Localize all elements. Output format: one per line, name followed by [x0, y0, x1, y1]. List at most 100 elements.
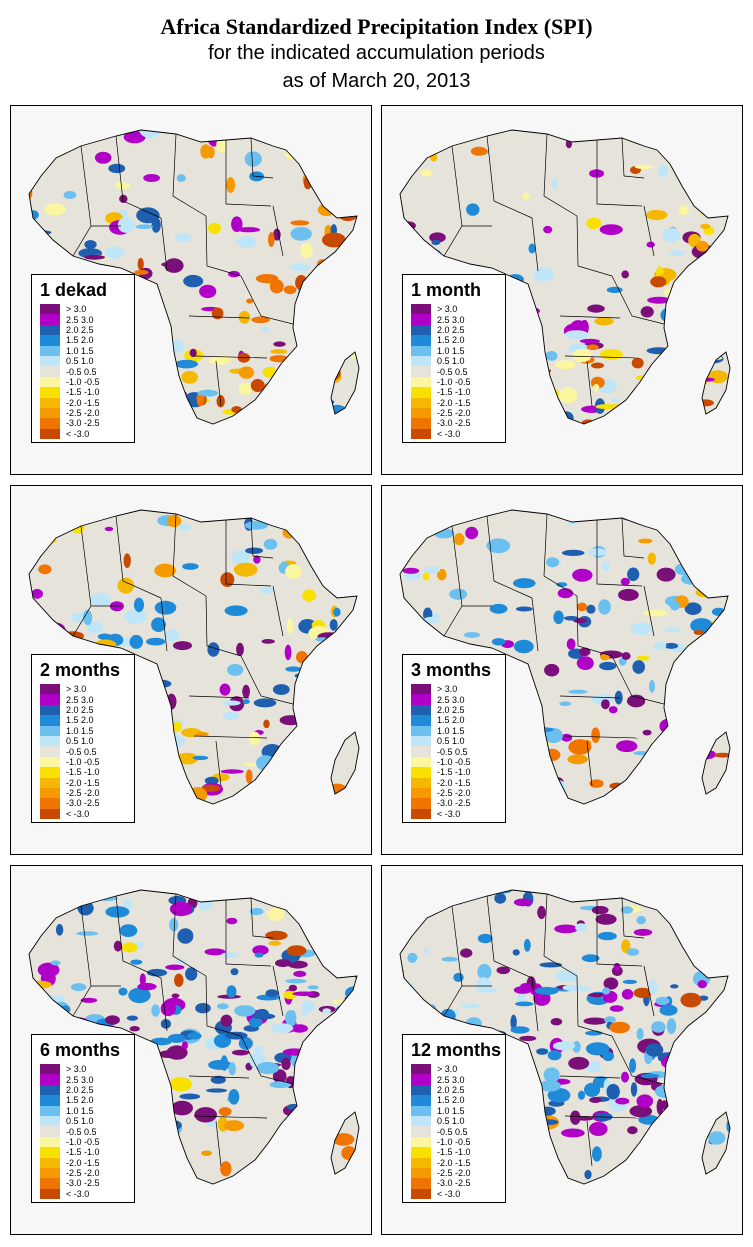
spi-anomaly-patch	[598, 1177, 615, 1184]
spi-anomaly-patch	[290, 227, 312, 241]
legend-row: -3.0 -2.5	[411, 798, 501, 809]
spi-anomaly-patch	[265, 989, 279, 998]
legend-swatch	[40, 1064, 60, 1075]
legend-swatch	[40, 1105, 60, 1116]
spi-anomaly-patch	[555, 970, 579, 983]
legend-swatch	[40, 1084, 60, 1096]
spi-anomaly-patch	[29, 409, 31, 415]
spi-anomaly-patch	[238, 366, 255, 379]
spi-anomaly-patch	[118, 987, 128, 996]
spi-anomaly-patch	[657, 377, 665, 394]
spi-anomaly-patch	[315, 662, 335, 675]
legend-row: < -3.0	[411, 808, 501, 820]
spi-anomaly-patch	[304, 716, 327, 731]
spi-anomaly-patch	[284, 891, 304, 900]
spi-anomaly-patch	[621, 1071, 629, 1083]
spi-anomaly-patch	[293, 970, 307, 977]
spi-anomaly-patch	[682, 516, 694, 521]
spi-anomaly-patch	[43, 253, 66, 266]
spi-anomaly-patch	[154, 600, 177, 615]
spi-anomaly-patch	[608, 706, 618, 714]
legend-label: 1.5 2.0	[437, 715, 465, 726]
spi-anomaly-patch	[228, 1062, 236, 1076]
spi-anomaly-patch	[254, 952, 264, 958]
spi-anomaly-patch	[286, 362, 308, 373]
spi-anomaly-patch	[621, 989, 634, 1000]
spi-anomaly-patch	[324, 723, 343, 740]
spi-anomaly-patch	[220, 769, 244, 774]
spi-anomaly-patch	[189, 348, 197, 358]
spi-anomaly-patch	[85, 510, 94, 517]
spi-anomaly-patch	[568, 689, 588, 694]
legend-swatch	[411, 1157, 431, 1168]
spi-anomaly-patch	[319, 1096, 335, 1104]
spi-anomaly-patch	[297, 320, 311, 336]
legend-swatch	[411, 387, 431, 398]
spi-anomaly-patch	[226, 917, 238, 925]
spi-anomaly-patch	[154, 789, 169, 804]
legend-label: 1.0 1.5	[66, 345, 94, 356]
country-border	[215, 1120, 222, 1167]
spi-anomaly-patch	[303, 321, 322, 334]
spi-anomaly-patch	[599, 661, 617, 671]
legend-row: -2.0 -1.5	[411, 1157, 501, 1168]
spi-anomaly-patch	[540, 1162, 553, 1173]
spi-anomaly-patch	[262, 510, 278, 521]
legend-row: > 3.0	[40, 684, 130, 695]
spi-anomaly-patch	[282, 527, 297, 539]
spi-anomaly-patch	[400, 907, 403, 912]
spi-anomaly-patch	[721, 586, 730, 598]
spi-anomaly-patch	[352, 612, 359, 629]
legend-label: > 3.0	[66, 684, 87, 695]
legend-row: -1.0 -0.5	[40, 1136, 130, 1148]
spi-anomaly-patch	[105, 1015, 120, 1025]
legend-swatch	[411, 767, 431, 778]
legend-swatch	[40, 1095, 60, 1106]
country-border	[80, 525, 92, 607]
spi-anomaly-patch	[551, 178, 558, 190]
spi-anomaly-patch	[690, 163, 712, 170]
spi-anomaly-patch	[412, 618, 424, 633]
spi-anomaly-patch	[584, 1169, 592, 1180]
spi-panel: 6 months > 3.0 2.5 3.0 2.0 2.5 1.5 2.0 1.0 1…	[10, 865, 372, 1235]
spi-anomaly-patch	[506, 756, 516, 762]
spi-anomaly-patch	[154, 1095, 171, 1102]
spi-anomaly-patch	[249, 401, 260, 407]
spi-anomaly-patch	[609, 1021, 630, 1034]
legend-swatch	[411, 798, 431, 809]
spi-anomaly-patch	[515, 779, 536, 791]
legend-row: -0.5 0.5	[411, 746, 501, 757]
legend-row: -3.0 -2.5	[40, 418, 130, 429]
spi-anomaly-patch	[330, 572, 341, 578]
country-border	[160, 597, 168, 652]
legend-label: -2.5 -2.0	[66, 1168, 100, 1179]
legend-row: -3.0 -2.5	[411, 418, 501, 429]
spi-anomaly-patch	[135, 349, 154, 354]
spi-anomaly-patch	[341, 1010, 359, 1024]
spi-anomaly-patch	[261, 326, 270, 333]
legend-swatch	[40, 1188, 60, 1200]
country-border	[205, 215, 242, 277]
spi-anomaly-patch	[307, 985, 319, 990]
legend-row: -0.5 0.5	[411, 366, 501, 377]
spi-anomaly-patch	[80, 997, 98, 1003]
spi-anomaly-patch	[691, 736, 704, 745]
spi-anomaly-patch	[539, 1106, 556, 1116]
spi-anomaly-patch	[300, 242, 313, 259]
spi-anomaly-patch	[252, 1013, 276, 1020]
country-border	[559, 315, 621, 319]
period-label: 1 month	[411, 280, 481, 300]
spi-anomaly-patch	[663, 288, 681, 297]
spi-anomaly-patch	[292, 991, 316, 997]
spi-anomaly-patch	[679, 1045, 687, 1054]
spi-legend: 1 month > 3.0 2.5 3.0 2.0 2.5 1.5 2.0 1.0 1.…	[402, 274, 506, 444]
spi-anomaly-patch	[244, 762, 257, 767]
spi-anomaly-patch	[341, 184, 354, 191]
legend-swatch	[411, 324, 431, 336]
legend-swatch	[40, 746, 60, 757]
spi-anomaly-patch	[182, 563, 199, 570]
spi-anomaly-patch	[392, 784, 400, 791]
country-border	[240, 1035, 294, 1085]
country-border	[225, 140, 272, 207]
spi-anomaly-patch	[354, 965, 359, 981]
